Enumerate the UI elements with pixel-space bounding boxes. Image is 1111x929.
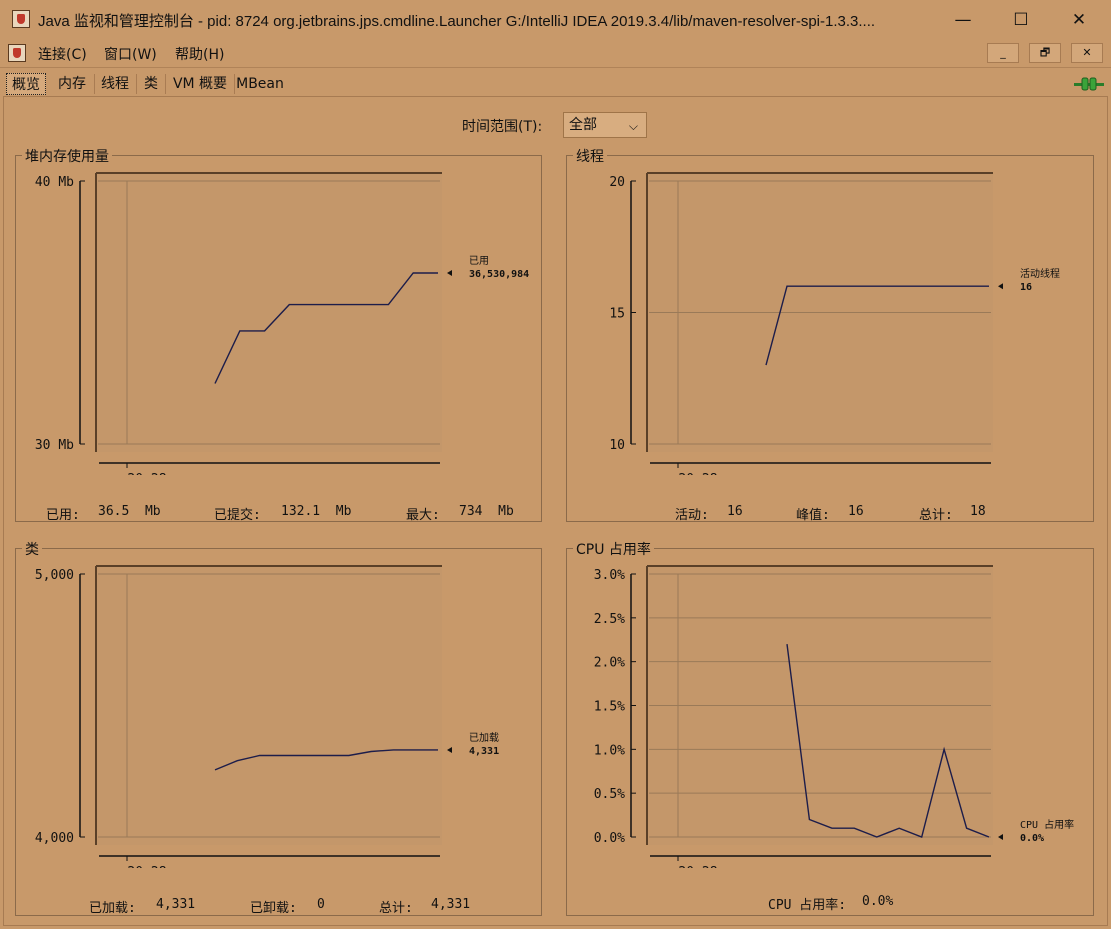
classes-loaded-value: 4,331 bbox=[156, 897, 196, 912]
classes-panel-title: 类 bbox=[22, 539, 42, 559]
cpu-usage-value: 0.0% bbox=[862, 894, 894, 909]
cpu-panel-title: CPU 占用率 bbox=[573, 539, 654, 559]
menu-separator bbox=[0, 67, 1111, 68]
connection-status-icon[interactable] bbox=[1074, 77, 1104, 91]
cpu-usage-label: CPU 占用率: bbox=[768, 898, 847, 913]
threads-panel: 线程 bbox=[566, 146, 1094, 522]
threads-peak-value: 16 bbox=[848, 504, 864, 519]
y-tick-label: 30 Mb bbox=[35, 438, 74, 453]
x-tick-label: 20:28 bbox=[678, 865, 717, 868]
cpu-panel: CPU 占用率 bbox=[566, 539, 1094, 916]
classes-loaded-label: 已加载: bbox=[89, 901, 136, 916]
y-tick-label: 2.0% bbox=[594, 656, 625, 671]
legend-value: 16 bbox=[1020, 282, 1032, 293]
legend-marker bbox=[447, 746, 452, 753]
tab-divider bbox=[136, 74, 137, 94]
menu-bar bbox=[0, 40, 1111, 66]
classes-total-label: 总计: bbox=[379, 901, 413, 916]
tab-threads[interactable]: 线程 bbox=[97, 73, 133, 95]
time-range-select[interactable]: 全部 ⌵ bbox=[563, 112, 647, 138]
menu-connect[interactable]: 连接(C) bbox=[38, 47, 87, 63]
threads-total-label: 总计: bbox=[919, 508, 953, 523]
heap-used-label: 已用: bbox=[46, 508, 80, 523]
y-tick-label: 1.5% bbox=[594, 700, 625, 715]
heap-memory-chart: 40 Mb 30 Mb 20:28 已用 36,530,984 bbox=[35, 172, 529, 475]
tab-classes[interactable]: 类 bbox=[140, 73, 162, 95]
y-tick-label: 3.0% bbox=[594, 568, 625, 583]
y-tick-label: 0.5% bbox=[594, 787, 625, 802]
x-tick-label: 20:28 bbox=[127, 472, 166, 475]
y-tick-label: 0.0% bbox=[594, 831, 625, 846]
tab-divider bbox=[94, 74, 95, 94]
menu-window[interactable]: 窗口(W) bbox=[104, 47, 157, 63]
legend-name: 已用 bbox=[469, 256, 489, 267]
tab-vm-summary[interactable]: VM 概要 bbox=[168, 73, 232, 95]
y-tick-label: 4,000 bbox=[35, 831, 74, 846]
threads-total-value: 18 bbox=[970, 504, 986, 519]
java-app-icon bbox=[12, 10, 30, 28]
legend-name: 活动线程 bbox=[1020, 267, 1060, 280]
legend-value: 36,530,984 bbox=[469, 269, 529, 280]
heap-memory-panel: 堆内存使用量 bbox=[15, 146, 542, 522]
x-tick-label: 20:28 bbox=[678, 472, 717, 475]
heap-committed-label: 已提交: bbox=[214, 508, 261, 523]
y-tick-label: 2.5% bbox=[594, 612, 625, 627]
classes-total-value: 4,331 bbox=[431, 897, 471, 912]
window-titlebar: Java 监视和管理控制台 - pid: 8724 org.jetbrains.… bbox=[0, 0, 1111, 40]
threads-chart: 20 15 10 20:28 活动线程 16 bbox=[609, 172, 1060, 475]
window-title: Java 监视和管理控制台 - pid: 8724 org.jetbrains.… bbox=[38, 13, 876, 30]
tab-overview[interactable]: 概览 bbox=[6, 73, 46, 95]
legend-marker bbox=[998, 283, 1003, 290]
plot-area bbox=[96, 566, 442, 845]
series-line bbox=[765, 285, 989, 366]
y-tick-label: 10 bbox=[609, 438, 625, 453]
heap-max-label: 最大: bbox=[406, 508, 440, 523]
frame-minimize-button[interactable]: _ bbox=[987, 43, 1019, 63]
frame-restore-button[interactable]: 🗗 bbox=[1029, 43, 1061, 63]
x-tick-label: 20:28 bbox=[127, 865, 166, 868]
threads-active-label: 活动: bbox=[675, 508, 709, 523]
series-line bbox=[786, 644, 990, 838]
legend-marker bbox=[447, 270, 452, 277]
legend-value: 4,331 bbox=[469, 746, 499, 757]
frame-close-button[interactable]: ✕ bbox=[1071, 43, 1103, 63]
y-tick-label: 40 Mb bbox=[35, 175, 74, 190]
threads-peak-label: 峰值: bbox=[796, 508, 830, 523]
tab-memory[interactable]: 内存 bbox=[54, 73, 90, 95]
series-line bbox=[214, 749, 438, 771]
plot-area bbox=[96, 173, 442, 452]
internal-frame-icon[interactable] bbox=[8, 44, 26, 62]
heap-panel-title: 堆内存使用量 bbox=[22, 146, 112, 166]
legend-marker bbox=[998, 834, 1003, 840]
maximize-button[interactable]: ☐ bbox=[1013, 10, 1029, 30]
time-range-value: 全部 bbox=[569, 117, 597, 133]
time-range-label: 时间范围(T): bbox=[462, 119, 543, 135]
y-tick-label: 20 bbox=[609, 175, 625, 190]
classes-chart: 5,000 4,000 20:28 已加载 4,331 bbox=[35, 565, 499, 868]
chevron-down-icon: ⌵ bbox=[628, 119, 638, 133]
classes-unloaded-label: 已卸载: bbox=[250, 901, 297, 916]
tab-mbean[interactable]: MBean bbox=[236, 73, 284, 95]
tab-divider bbox=[165, 74, 166, 94]
y-tick-label: 1.0% bbox=[594, 743, 625, 758]
heap-used-value: 36.5 Mb bbox=[98, 504, 161, 519]
series-line bbox=[214, 272, 438, 384]
threads-panel-title: 线程 bbox=[573, 146, 607, 166]
tab-divider bbox=[234, 74, 235, 94]
legend-name: CPU 占用率 bbox=[1020, 818, 1074, 831]
legend-name: 已加载 bbox=[469, 732, 499, 744]
y-tick-label: 15 bbox=[609, 307, 625, 322]
legend-value: 0.0% bbox=[1020, 833, 1044, 844]
cpu-chart: 3.0% 2.5% 2.0% 1.5% 1.0% 0.5% 0.0% 20:28 CPU 占用率… bbox=[594, 565, 1074, 868]
heap-max-value: 734 Mb bbox=[459, 504, 514, 519]
heap-committed-value: 132.1 Mb bbox=[281, 504, 352, 519]
classes-panel: 类 bbox=[15, 539, 542, 916]
menu-help[interactable]: 帮助(H) bbox=[175, 47, 225, 63]
y-tick-label: 5,000 bbox=[35, 568, 74, 583]
classes-unloaded-value: 0 bbox=[317, 897, 325, 912]
overview-content bbox=[3, 96, 1108, 926]
close-button[interactable]: ✕ bbox=[1071, 10, 1087, 30]
minimize-button[interactable]: — bbox=[954, 10, 972, 30]
threads-active-value: 16 bbox=[727, 504, 743, 519]
